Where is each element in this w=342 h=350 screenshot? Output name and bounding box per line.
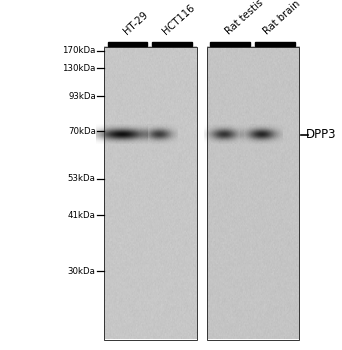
Text: Rat testis: Rat testis bbox=[224, 0, 266, 37]
Text: HCT116: HCT116 bbox=[161, 3, 197, 37]
Text: 41kDa: 41kDa bbox=[68, 211, 96, 220]
Bar bbox=[255, 42, 295, 46]
Text: 53kDa: 53kDa bbox=[68, 174, 96, 183]
Text: 130kDa: 130kDa bbox=[62, 64, 96, 73]
Text: 30kDa: 30kDa bbox=[68, 267, 96, 276]
Bar bbox=[108, 42, 147, 46]
Text: 93kDa: 93kDa bbox=[68, 92, 96, 101]
Text: 70kDa: 70kDa bbox=[68, 127, 96, 136]
Bar bbox=[104, 47, 197, 340]
Bar bbox=[207, 47, 299, 340]
Text: 170kDa: 170kDa bbox=[62, 46, 96, 55]
Text: DPP3: DPP3 bbox=[306, 128, 337, 141]
Text: Rat brain: Rat brain bbox=[262, 0, 302, 37]
Bar bbox=[210, 42, 250, 46]
Text: HT-29: HT-29 bbox=[121, 10, 150, 37]
Bar bbox=[152, 42, 192, 46]
